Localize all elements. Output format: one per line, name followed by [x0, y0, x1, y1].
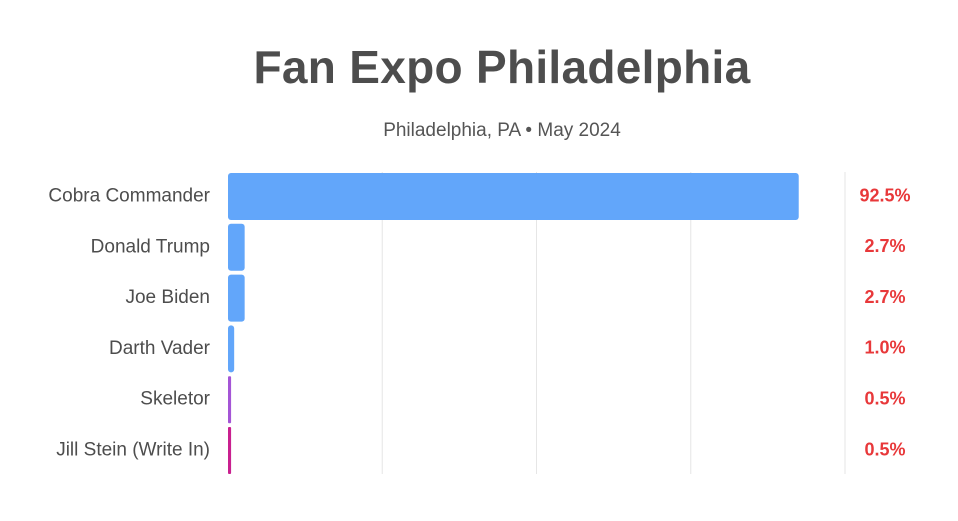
bar-4 [228, 325, 235, 373]
category-label-6: Jill Stein (Write In) [56, 440, 210, 461]
value-label-6: 0.5% [864, 439, 905, 459]
chart-title: Fan Expo Philadelphia [253, 41, 751, 93]
chart-subtitle: Philadelphia, PA • May 2024 [383, 120, 621, 141]
value-label-5: 0.5% [864, 388, 905, 408]
category-label-1: Cobra Commander [48, 186, 210, 207]
value-label-1: 92.5% [859, 185, 910, 205]
value-label-2: 2.7% [864, 236, 905, 256]
bar-6 [228, 427, 232, 474]
gridlines [381, 172, 846, 474]
bars [228, 173, 799, 474]
category-label-5: Skeletor [140, 389, 210, 410]
category-label-4: Darth Vader [109, 338, 211, 359]
bar-2 [228, 223, 245, 271]
value-labels: 92.5% 2.7% 2.7% 1.0% 0.5% 0.5% [859, 185, 910, 459]
bar-3 [228, 274, 245, 322]
value-label-4: 1.0% [864, 338, 905, 358]
category-labels: Cobra Commander Donald Trump Joe Biden Dart… [48, 186, 210, 461]
value-label-3: 2.7% [864, 287, 905, 307]
bar-5 [228, 376, 232, 424]
category-label-2: Donald Trump [91, 236, 210, 257]
bar-1 [228, 173, 799, 220]
category-label-3: Joe Biden [125, 287, 210, 308]
